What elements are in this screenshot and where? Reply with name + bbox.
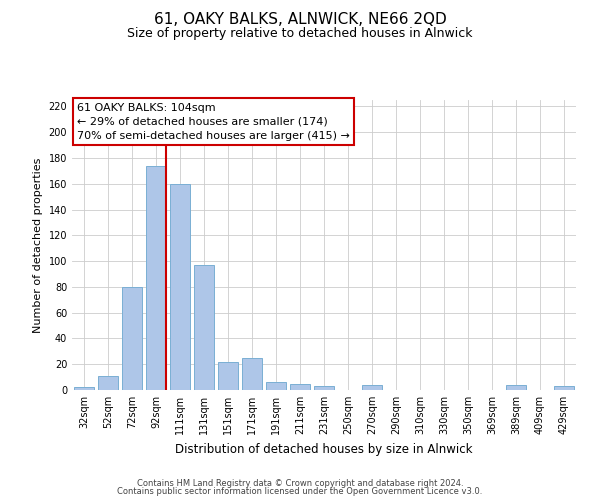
Text: Contains public sector information licensed under the Open Government Licence v3: Contains public sector information licen… — [118, 487, 482, 496]
Text: 61 OAKY BALKS: 104sqm
← 29% of detached houses are smaller (174)
70% of semi-det: 61 OAKY BALKS: 104sqm ← 29% of detached … — [77, 103, 350, 141]
Bar — [266, 382, 286, 390]
Bar — [362, 385, 382, 390]
X-axis label: Distribution of detached houses by size in Alnwick: Distribution of detached houses by size … — [175, 442, 473, 456]
Bar — [74, 388, 94, 390]
Bar — [290, 384, 310, 390]
Bar — [242, 358, 262, 390]
Bar — [98, 376, 118, 390]
Bar — [314, 386, 334, 390]
Text: Contains HM Land Registry data © Crown copyright and database right 2024.: Contains HM Land Registry data © Crown c… — [137, 478, 463, 488]
Y-axis label: Number of detached properties: Number of detached properties — [33, 158, 43, 332]
Bar — [194, 265, 214, 390]
Bar — [506, 385, 526, 390]
Bar — [554, 386, 574, 390]
Bar — [122, 287, 142, 390]
Bar — [218, 362, 238, 390]
Text: Size of property relative to detached houses in Alnwick: Size of property relative to detached ho… — [127, 28, 473, 40]
Text: 61, OAKY BALKS, ALNWICK, NE66 2QD: 61, OAKY BALKS, ALNWICK, NE66 2QD — [154, 12, 446, 28]
Bar — [146, 166, 166, 390]
Bar — [170, 184, 190, 390]
